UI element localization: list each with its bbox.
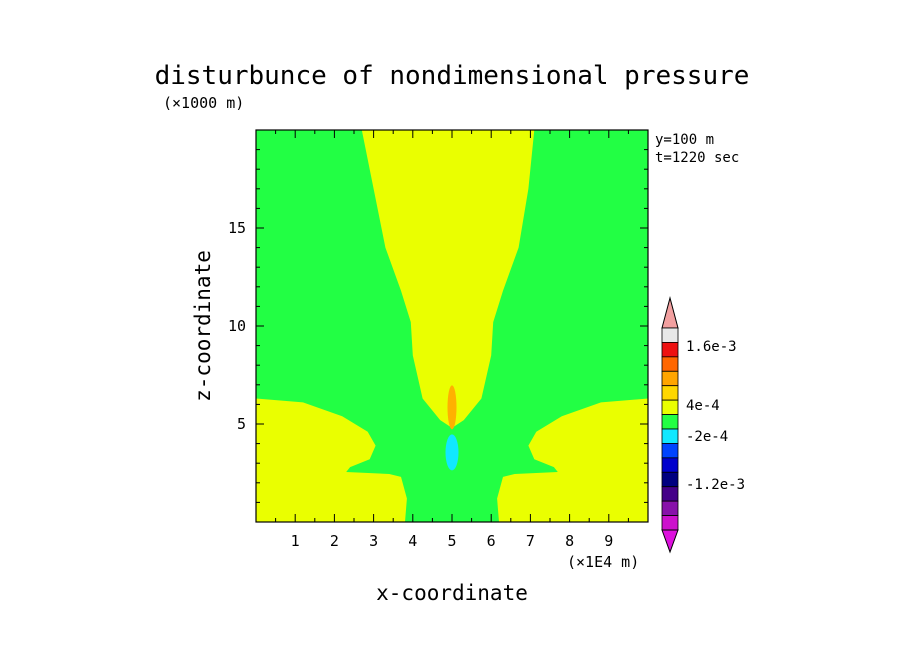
y-axis-ticks: 5 10 15 bbox=[228, 149, 648, 503]
colorbar-swatch bbox=[661, 457, 679, 473]
positive-plume-region bbox=[361, 130, 535, 428]
y-tick-label: 10 bbox=[228, 317, 246, 335]
x-axis-ticks: 1 2 3 4 5 6 7 8 9 bbox=[275, 130, 629, 550]
chart-title: disturbunce of nondimensional pressure bbox=[155, 61, 750, 91]
colorbar-swatch bbox=[661, 486, 679, 502]
colorbar-swatch bbox=[661, 342, 679, 358]
colorbar-label: 4e-4 bbox=[686, 398, 720, 414]
info-line-t: t=1220 sec bbox=[655, 150, 739, 166]
colorbar-swatch bbox=[661, 399, 679, 415]
y-tick-label: 5 bbox=[237, 415, 246, 433]
plot-area bbox=[256, 130, 648, 522]
info-line-y: y=100 m bbox=[655, 132, 714, 148]
colorbar-swatch bbox=[661, 414, 679, 430]
colorbar-label: 1.6e-3 bbox=[686, 339, 737, 355]
colorbar-swatch bbox=[661, 370, 679, 387]
max-core-region bbox=[447, 385, 457, 430]
colorbar-swatch bbox=[661, 515, 679, 531]
colorbar-label: -2e-4 bbox=[686, 429, 728, 445]
y-unit-label: (×1000 m) bbox=[163, 94, 244, 112]
positive-left-lobe-region bbox=[256, 398, 407, 522]
x-tick-label: 9 bbox=[604, 532, 613, 550]
x-tick-label: 7 bbox=[526, 532, 535, 550]
x-tick-label: 4 bbox=[408, 532, 417, 550]
colorbar-swatch bbox=[661, 385, 679, 401]
colorbar-swatch bbox=[661, 500, 679, 516]
colorbar-swatch bbox=[661, 356, 679, 372]
colorbar-swatch bbox=[661, 327, 679, 343]
positive-right-lobe-region bbox=[497, 398, 648, 522]
x-tick-label: 5 bbox=[447, 532, 456, 550]
colorbar: 1.6e-3 4e-4 -2e-4 -1.2e-3 bbox=[661, 296, 745, 554]
colorbar-swatch bbox=[661, 428, 679, 444]
y-tick-label: 15 bbox=[228, 219, 246, 237]
colorbar-swatch bbox=[661, 471, 679, 488]
colorbar-bottom-arrow bbox=[661, 529, 679, 554]
x-tick-label: 6 bbox=[487, 532, 496, 550]
x-tick-label: 2 bbox=[330, 532, 339, 550]
y-axis-label: z-coordinate bbox=[191, 250, 215, 402]
colorbar-top-arrow bbox=[661, 296, 679, 329]
x-axis-label: x-coordinate bbox=[376, 581, 528, 605]
x-tick-label: 1 bbox=[291, 532, 300, 550]
x-tick-label: 3 bbox=[369, 532, 378, 550]
x-tick-label: 8 bbox=[565, 532, 574, 550]
colorbar-swatch bbox=[661, 443, 679, 459]
x-unit-label: (×1E4 m) bbox=[567, 553, 639, 571]
min-core-region bbox=[445, 434, 459, 471]
colorbar-label: -1.2e-3 bbox=[686, 477, 745, 493]
